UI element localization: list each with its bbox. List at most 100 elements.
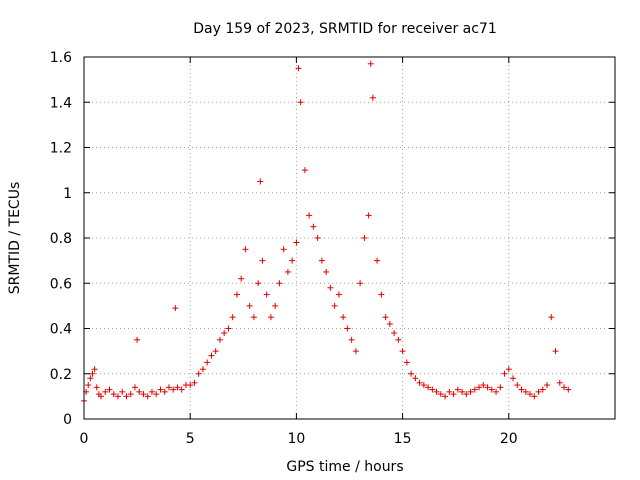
data-point xyxy=(136,388,143,395)
data-point xyxy=(395,336,402,343)
data-point xyxy=(382,314,389,321)
data-point xyxy=(187,382,194,389)
y-tick-label: 0 xyxy=(63,412,72,428)
x-tick-label: 10 xyxy=(287,431,305,447)
data-point xyxy=(114,393,121,400)
data-point xyxy=(212,348,219,355)
data-point xyxy=(301,167,308,174)
x-tick-label: 5 xyxy=(186,431,195,447)
data-point xyxy=(403,359,410,366)
data-point xyxy=(295,65,302,72)
data-point xyxy=(257,178,264,185)
data-point xyxy=(297,99,304,106)
data-point xyxy=(255,280,262,287)
x-tick-label: 0 xyxy=(80,431,89,447)
data-point xyxy=(365,212,372,219)
y-tick-label: 1.4 xyxy=(50,95,72,111)
data-point xyxy=(369,94,376,101)
data-point xyxy=(110,391,117,398)
data-point xyxy=(420,382,427,389)
data-point xyxy=(446,388,453,395)
data-point xyxy=(134,336,141,343)
y-axis-label: SRMTID / TECUs xyxy=(7,182,23,295)
data-point xyxy=(408,370,415,377)
data-point xyxy=(102,388,109,395)
data-point xyxy=(161,388,168,395)
data-point xyxy=(522,388,529,395)
data-point xyxy=(199,366,206,373)
data-point xyxy=(556,379,563,386)
data-point xyxy=(361,235,368,241)
data-point xyxy=(544,382,551,389)
data-point xyxy=(493,388,500,395)
data-point xyxy=(386,320,393,327)
data-point xyxy=(242,246,249,253)
data-point xyxy=(527,391,534,398)
data-point xyxy=(208,352,215,359)
data-point xyxy=(501,370,508,377)
data-point xyxy=(165,384,172,391)
data-point xyxy=(318,257,325,264)
data-point xyxy=(531,393,538,400)
data-point xyxy=(450,391,457,398)
grid-lines xyxy=(84,57,615,419)
data-point xyxy=(454,386,461,393)
data-point xyxy=(442,393,449,400)
data-point xyxy=(280,246,287,253)
axis-ticks xyxy=(83,56,615,420)
data-point xyxy=(238,275,245,282)
data-point xyxy=(497,384,504,391)
data-point xyxy=(229,314,236,321)
data-point xyxy=(250,314,257,321)
data-point xyxy=(148,388,155,395)
data-point xyxy=(284,268,291,275)
data-point xyxy=(89,370,96,377)
data-point xyxy=(119,388,126,395)
data-point xyxy=(323,268,330,275)
data-point xyxy=(429,386,436,393)
y-tick-label: 0.6 xyxy=(50,276,72,292)
data-point xyxy=(276,280,283,287)
data-point xyxy=(459,388,466,395)
data-point xyxy=(467,388,474,395)
data-point xyxy=(225,325,232,332)
data-point xyxy=(91,366,98,373)
data-point xyxy=(488,386,495,393)
data-point xyxy=(510,375,517,382)
data-point xyxy=(476,384,483,391)
y-tick-label: 0.2 xyxy=(50,367,72,383)
data-point xyxy=(340,314,347,321)
data-point xyxy=(327,284,334,291)
data-point xyxy=(471,386,478,393)
data-point xyxy=(174,384,181,391)
data-point xyxy=(335,291,342,298)
data-point xyxy=(93,384,100,391)
data-point xyxy=(144,393,151,400)
y-tick-label: 1.6 xyxy=(50,50,72,66)
data-point xyxy=(518,386,525,393)
data-point xyxy=(535,388,542,395)
data-point xyxy=(216,336,223,343)
data-point xyxy=(85,382,92,389)
data-point xyxy=(246,302,253,309)
data-point xyxy=(505,366,512,373)
data-point xyxy=(204,359,211,366)
data-point xyxy=(433,388,440,395)
data-point xyxy=(367,60,374,67)
data-point xyxy=(565,386,572,393)
data-point xyxy=(348,336,355,343)
data-point xyxy=(106,386,113,393)
y-tick-label: 0.4 xyxy=(50,322,72,338)
y-tick-label: 1 xyxy=(63,186,72,202)
data-point xyxy=(157,386,164,393)
x-axis-label: GPS time / hours xyxy=(286,459,403,475)
data-point xyxy=(548,314,555,321)
data-point xyxy=(480,382,487,389)
data-point xyxy=(195,370,202,377)
chart-title: Day 159 of 2023, SRMTID for receiver ac7… xyxy=(193,21,497,37)
plot-frame xyxy=(83,56,616,420)
data-point xyxy=(514,382,521,389)
data-point xyxy=(412,375,419,382)
data-point xyxy=(267,314,274,321)
